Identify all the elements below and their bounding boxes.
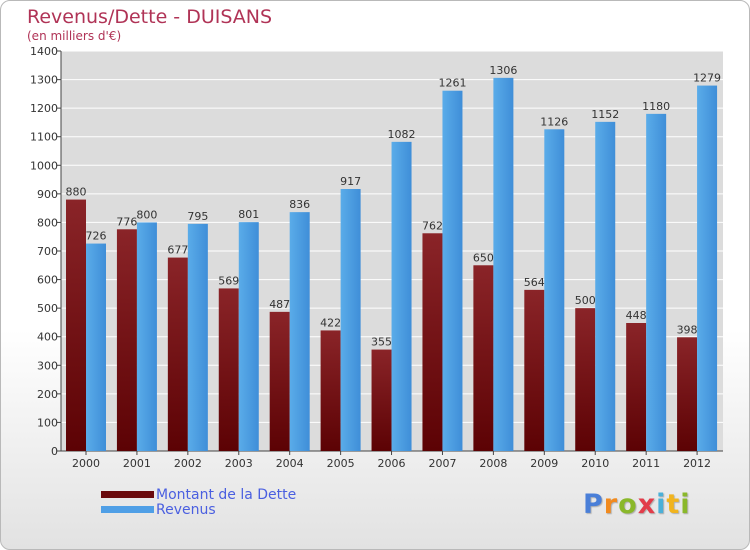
- data-label-debt: 355: [371, 336, 392, 349]
- legend-label-revenue: Revenus: [156, 501, 216, 518]
- brand-letter: i: [656, 489, 667, 520]
- data-label-debt: 677: [167, 244, 188, 257]
- brand-letter: x: [637, 489, 657, 520]
- data-label-debt: 422: [320, 316, 341, 329]
- bar-revenue: [238, 222, 259, 451]
- chart-subtitle: (en milliers d'€): [27, 29, 122, 43]
- bar-revenue: [595, 121, 616, 451]
- x-tick-label: 2009: [530, 457, 558, 470]
- x-tick-label: 2010: [581, 457, 609, 470]
- data-label-revenue: 795: [187, 210, 208, 223]
- y-tick-label: 300: [37, 359, 58, 372]
- bar-debt: [320, 330, 341, 451]
- bar-debt: [524, 289, 545, 451]
- bar-debt: [473, 265, 494, 451]
- brand-letter: i: [680, 489, 691, 520]
- y-tick-label: 400: [37, 331, 58, 344]
- data-label-revenue: 1180: [642, 100, 670, 113]
- data-label-debt: 487: [269, 298, 290, 311]
- bar-debt: [218, 288, 239, 451]
- bar-revenue: [86, 243, 106, 451]
- data-label-revenue: 917: [340, 175, 361, 188]
- legend-item-revenue: Revenus: [101, 501, 296, 518]
- chart-legend: Montant de la Dette Revenus: [101, 486, 297, 518]
- x-tick-label: 2000: [72, 457, 100, 470]
- bar-debt: [167, 257, 188, 451]
- x-tick-label: 2001: [123, 457, 151, 470]
- bar-revenue: [442, 90, 463, 451]
- bar-revenue: [544, 129, 565, 452]
- bar-revenue: [340, 189, 361, 451]
- y-tick-label: 900: [37, 188, 58, 201]
- x-tick-label: 2008: [479, 457, 507, 470]
- data-label-revenue: 726: [86, 230, 107, 243]
- bar-debt: [575, 308, 596, 451]
- data-label-revenue: 1152: [591, 108, 619, 121]
- bar-revenue: [697, 85, 718, 452]
- x-tick-label: 2012: [683, 457, 711, 470]
- bar-debt: [116, 229, 137, 451]
- bar-debt: [626, 323, 647, 451]
- x-tick-label: 2004: [276, 457, 304, 470]
- data-label-revenue: 1126: [540, 115, 568, 128]
- y-tick-label: 100: [37, 416, 58, 429]
- bar-revenue: [493, 77, 514, 451]
- data-label-revenue: 1082: [388, 128, 416, 141]
- y-tick-label: 1100: [30, 131, 58, 144]
- data-label-debt: 762: [422, 219, 443, 232]
- x-tick-label: 2005: [327, 457, 355, 470]
- data-label-debt: 880: [66, 186, 87, 199]
- brand-letter: o: [618, 489, 638, 520]
- y-tick-label: 700: [37, 245, 58, 258]
- x-tick-label: 2011: [632, 457, 660, 470]
- x-tick-label: 2002: [174, 457, 202, 470]
- data-label-debt: 398: [677, 323, 698, 336]
- data-label-debt: 776: [116, 215, 137, 228]
- y-tick-label: 200: [37, 388, 58, 401]
- proxiti-logo: Proxiti: [583, 489, 691, 520]
- brand-letter: P: [583, 489, 604, 520]
- bar-revenue: [187, 223, 208, 451]
- data-label-debt: 650: [473, 251, 494, 264]
- bar-debt: [371, 349, 392, 451]
- bar-revenue: [391, 141, 412, 451]
- data-label-revenue: 1279: [693, 72, 721, 85]
- legend-swatch-revenue: [101, 506, 154, 513]
- chart-title: Revenus/Dette - DUISANS: [27, 6, 273, 28]
- y-tick-label: 1400: [30, 45, 58, 58]
- bar-debt: [422, 233, 443, 451]
- x-tick-label: 2006: [378, 457, 406, 470]
- data-label-debt: 500: [575, 294, 596, 307]
- legend-label-debt: Montant de la Dette: [156, 486, 297, 503]
- bar-revenue: [646, 113, 667, 451]
- data-label-revenue: 800: [136, 208, 157, 221]
- data-label-revenue: 1306: [489, 64, 517, 77]
- y-tick-label: 800: [37, 216, 58, 229]
- y-tick-label: 500: [37, 302, 58, 315]
- y-tick-label: 0: [51, 445, 58, 458]
- bar-debt: [269, 311, 290, 451]
- data-label-debt: 569: [218, 274, 239, 287]
- data-label-debt: 564: [524, 276, 545, 289]
- data-label-revenue: 801: [238, 208, 259, 221]
- y-tick-label: 1000: [30, 159, 58, 172]
- bar-debt: [677, 337, 698, 451]
- x-tick-label: 2003: [225, 457, 253, 470]
- legend-item-debt: Montant de la Dette: [101, 486, 297, 503]
- brand-letter: r: [603, 489, 619, 520]
- bar-revenue: [289, 212, 310, 451]
- data-label-revenue: 1261: [438, 77, 466, 90]
- bar-debt: [66, 199, 86, 451]
- legend-swatch-debt: [101, 491, 154, 498]
- data-label-debt: 448: [626, 309, 647, 322]
- y-tick-label: 600: [37, 274, 58, 287]
- bar-revenue: [136, 222, 157, 451]
- brand-letter: t: [666, 489, 681, 520]
- x-tick-label: 2007: [428, 457, 456, 470]
- data-label-revenue: 836: [289, 198, 310, 211]
- y-tick-label: 1200: [30, 102, 58, 115]
- y-tick-label: 1300: [30, 74, 58, 87]
